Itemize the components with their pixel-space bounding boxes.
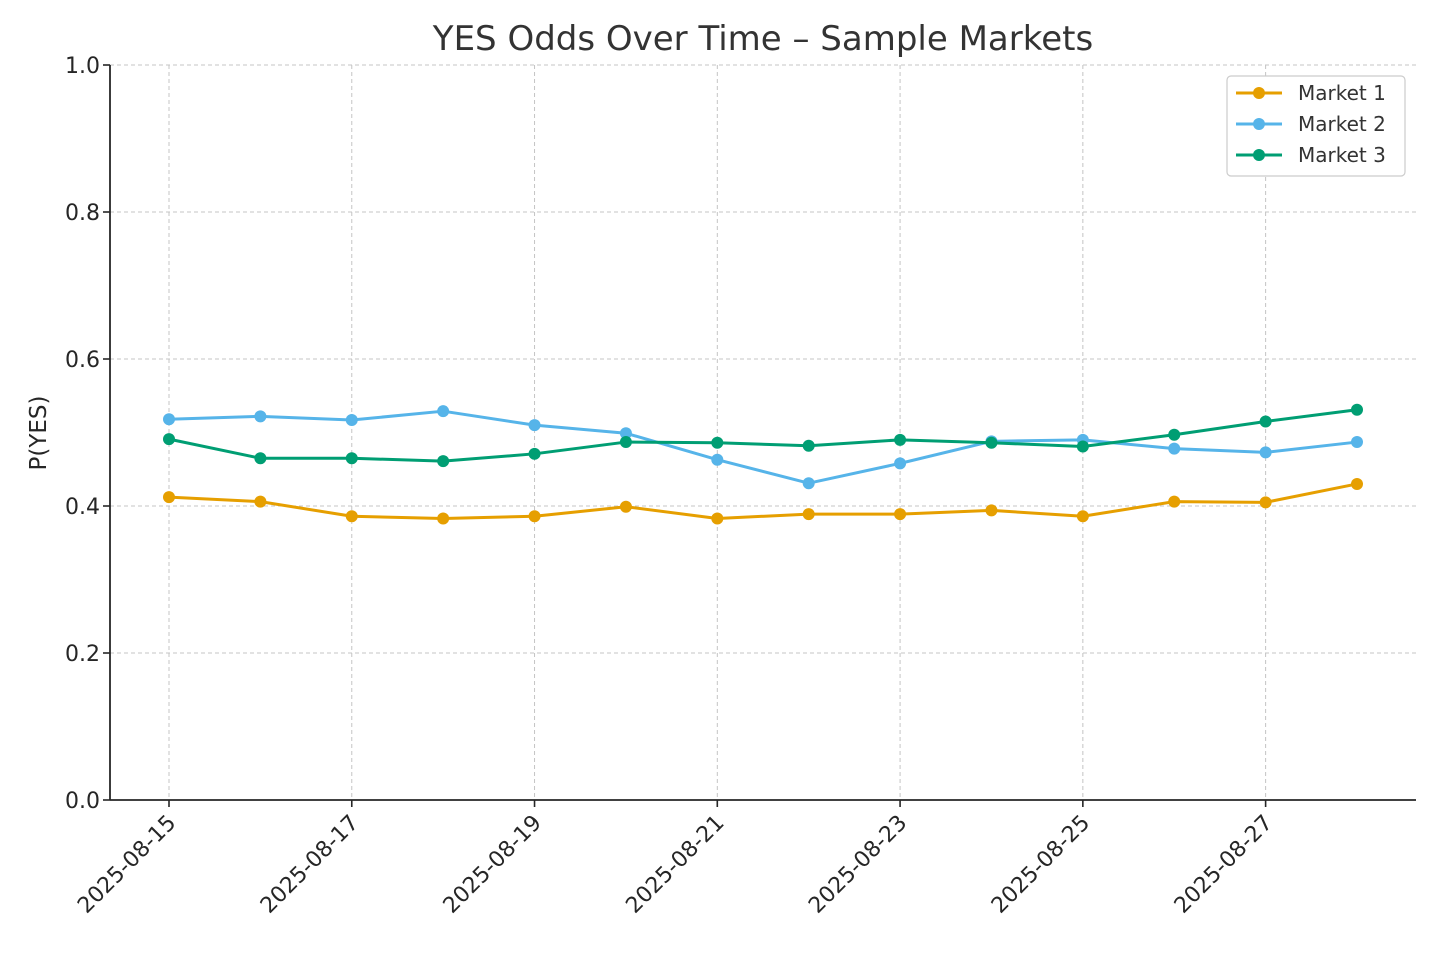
data-point	[802, 439, 815, 452]
data-point	[802, 477, 815, 490]
data-point	[254, 452, 267, 465]
data-point	[894, 457, 907, 470]
data-point	[894, 508, 907, 521]
data-point	[345, 452, 358, 465]
data-point	[254, 410, 267, 423]
data-point	[985, 436, 998, 449]
legend-label: Market 3	[1298, 143, 1386, 167]
x-tick-label: 2025-08-27	[1170, 811, 1278, 919]
data-point	[1168, 495, 1181, 508]
data-point	[802, 508, 815, 521]
data-point	[1168, 442, 1181, 455]
legend-marker	[1253, 149, 1265, 161]
series-layer	[163, 403, 1363, 525]
data-point	[437, 405, 450, 418]
legend-item: Market 1	[1236, 81, 1386, 105]
y-tick-label: 0.4	[65, 495, 100, 520]
data-point	[985, 504, 998, 517]
data-point	[1351, 436, 1363, 449]
series-market-2	[163, 405, 1363, 490]
chart-title: YES Odds Over Time – Sample Markets	[432, 19, 1093, 59]
data-point	[528, 510, 541, 523]
y-tick-label: 0.0	[65, 789, 100, 814]
data-point	[1351, 403, 1363, 416]
legend-item: Market 3	[1236, 143, 1386, 167]
data-point	[1259, 446, 1272, 459]
data-point	[1076, 510, 1089, 523]
y-tick-label: 0.8	[65, 201, 100, 226]
series-market-1	[163, 477, 1363, 525]
legend-marker	[1253, 87, 1265, 99]
data-point	[437, 512, 450, 525]
data-point	[345, 414, 358, 427]
x-tick-label: 2025-08-17	[256, 811, 364, 919]
series-line	[167, 408, 1359, 463]
data-point	[619, 427, 632, 440]
series-line	[167, 409, 1359, 485]
legend: Market 1 Market 2 Market 3	[1226, 75, 1406, 177]
data-point	[619, 500, 632, 513]
y-tick-label: 0.6	[65, 348, 100, 373]
data-point	[345, 510, 358, 523]
data-point	[619, 436, 632, 449]
x-tick-label: 2025-08-23	[804, 811, 912, 919]
y-tick-label: 0.2	[65, 642, 100, 667]
data-point	[1168, 428, 1181, 441]
grid	[110, 64, 1416, 800]
legend-label: Market 2	[1298, 112, 1386, 136]
data-point	[163, 491, 175, 504]
data-point	[711, 512, 724, 525]
data-point	[711, 436, 724, 449]
x-tick-label: 2025-08-21	[621, 811, 729, 919]
data-point	[437, 455, 450, 468]
axes: 0.0 0.2 0.4 0.6 0.8 1.0 2025-08-15 2025-08-17 20…	[65, 54, 1416, 919]
data-point	[1259, 496, 1272, 509]
legend-label: Market 1	[1298, 81, 1386, 105]
data-point	[1259, 415, 1272, 428]
x-tick-label: 2025-08-19	[439, 811, 547, 919]
legend-marker	[1253, 118, 1265, 130]
x-tick-label: 2025-08-15	[73, 811, 181, 919]
data-point	[163, 413, 175, 426]
data-point	[163, 433, 175, 446]
series-line	[167, 482, 1359, 520]
data-point	[894, 433, 907, 446]
legend-item: Market 2	[1236, 112, 1386, 136]
y-axis-label: P(YES)	[26, 396, 52, 471]
data-point	[528, 419, 541, 432]
legend-box	[1226, 75, 1406, 177]
data-point	[1076, 440, 1089, 453]
y-tick-label: 1.0	[65, 54, 100, 79]
series-market-3	[163, 403, 1363, 468]
data-point	[254, 495, 267, 508]
data-point	[1351, 477, 1363, 490]
x-tick-label: 2025-08-25	[987, 811, 1095, 919]
data-point	[528, 447, 541, 460]
data-point	[711, 453, 724, 466]
